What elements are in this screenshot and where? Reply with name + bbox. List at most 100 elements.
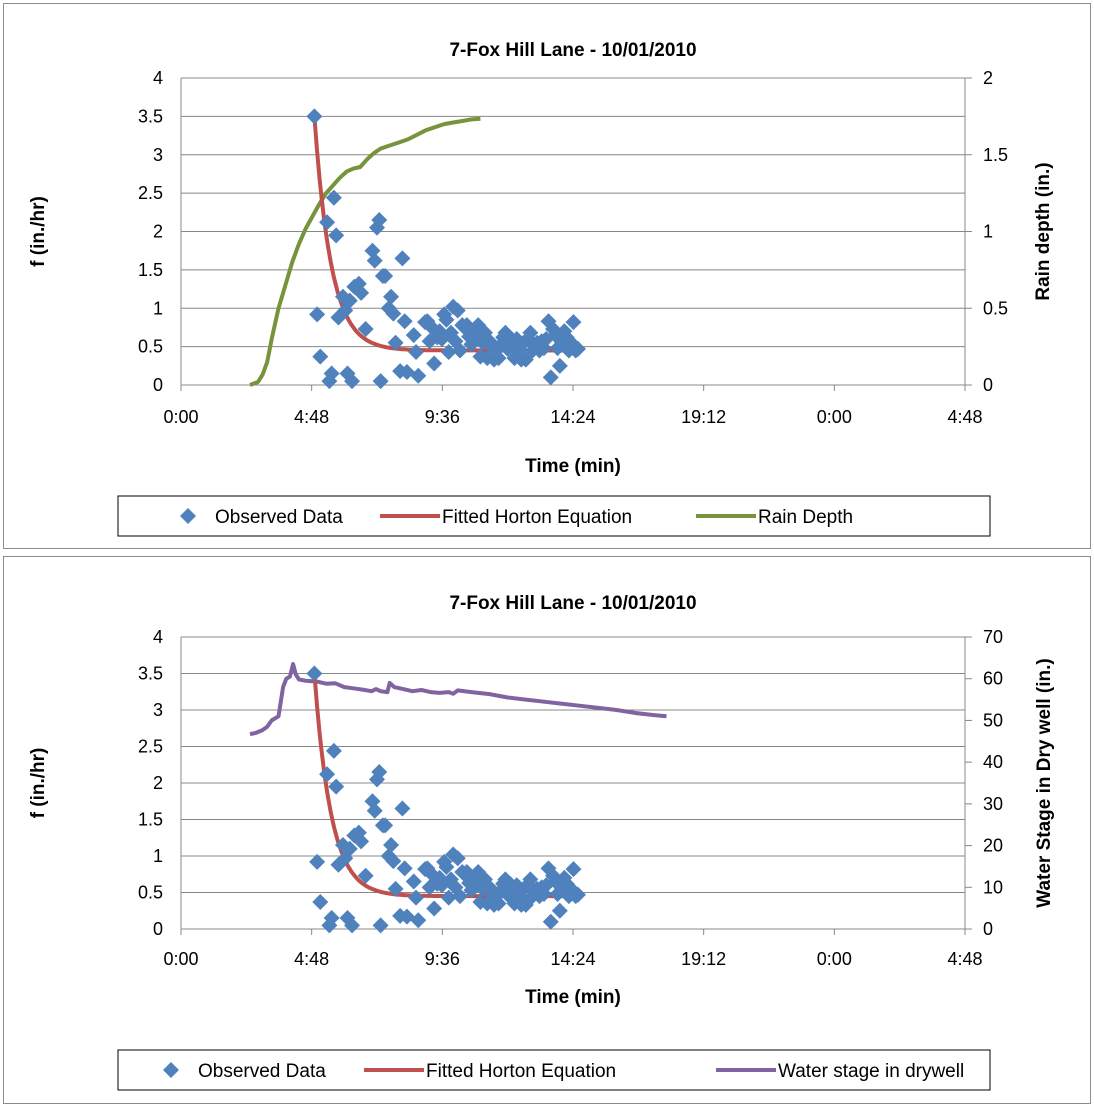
series-line-water-stage xyxy=(249,662,667,737)
observed-data-point xyxy=(321,917,338,934)
observed-data-point xyxy=(426,355,443,372)
observed-data-point xyxy=(371,764,388,781)
y-right-tick-label: 0 xyxy=(983,919,993,939)
x-tick-label: 9:36 xyxy=(425,949,460,969)
observed-data-point xyxy=(312,348,329,365)
y-right-tick-label: 0.5 xyxy=(983,298,1008,318)
observed-data-point xyxy=(377,268,394,285)
series-line-rain-depth xyxy=(249,116,481,387)
observed-data-point xyxy=(357,867,374,884)
x-tick-label: 19:12 xyxy=(681,949,726,969)
y-left-tick-label: 3.5 xyxy=(138,664,163,684)
observed-data-point xyxy=(408,343,425,360)
y-left-tick-label: 1.5 xyxy=(138,260,163,280)
legend-box xyxy=(117,1049,991,1091)
observed-data-point xyxy=(344,373,361,390)
x-tick-label: 4:48 xyxy=(294,949,329,969)
observed-data-point xyxy=(385,853,402,870)
observed-data-point xyxy=(341,840,358,857)
y-right-tick-label: 1 xyxy=(983,222,993,242)
observed-data-point xyxy=(410,912,427,929)
y-right-axis-label: Rain depth (in.) xyxy=(1033,162,1054,300)
observed-data-point xyxy=(426,900,443,917)
y-left-tick-label: 4 xyxy=(153,627,163,647)
legend-label-horton: Fitted Horton Equation xyxy=(442,507,632,528)
observed-data-point xyxy=(490,895,507,912)
legend-label-observed: Observed Data xyxy=(215,507,343,528)
observed-data-point xyxy=(569,886,586,903)
observed-data-point xyxy=(405,873,422,890)
observed-data-point xyxy=(410,367,427,384)
observed-data-point xyxy=(369,771,385,788)
observed-data-point xyxy=(522,324,539,341)
observed-data-point xyxy=(431,869,448,886)
observed-data-point xyxy=(328,778,345,795)
observed-data-point xyxy=(515,880,532,897)
observed-data-point xyxy=(323,365,340,382)
y-left-tick-label: 3 xyxy=(153,700,163,720)
legend-marker-observed xyxy=(163,1062,179,1078)
observed-data-point xyxy=(396,860,413,877)
observed-data-point xyxy=(309,306,326,323)
observed-data-point xyxy=(497,871,514,888)
chart-rain-depth: 0 0.5 1 1.5 2 2.5 3 3.5 4 0 0.5 1 1.5 2 0:00 4:48 9:36 14… xyxy=(3,3,1091,549)
y-left-tick-label: 1 xyxy=(153,846,163,866)
observed-data-point xyxy=(440,889,457,906)
observed-data-point xyxy=(366,252,383,269)
observed-data-point xyxy=(357,320,374,337)
observed-data-point xyxy=(319,766,336,783)
y-right-tick-label: 40 xyxy=(983,752,1003,772)
y-right-tick-label: 2 xyxy=(983,68,993,88)
y-left-tick-label: 0.5 xyxy=(138,883,163,903)
observed-data-point xyxy=(387,334,404,351)
observed-data-point xyxy=(341,292,358,309)
x-tick-label: 4:48 xyxy=(947,949,982,969)
observed-data-point xyxy=(309,853,326,870)
observed-data-point xyxy=(542,369,559,386)
observed-data-point xyxy=(540,860,557,877)
x-tick-label: 19:12 xyxy=(681,407,726,427)
observed-data-point xyxy=(535,885,552,902)
observed-data-point xyxy=(438,311,455,328)
observed-data-point xyxy=(372,373,389,390)
observed-data-point xyxy=(551,357,568,374)
observed-data-point xyxy=(394,250,411,267)
x-tick-label: 4:48 xyxy=(294,407,329,427)
x-tick-label: 14:24 xyxy=(550,949,595,969)
observed-data-point xyxy=(445,846,462,863)
observed-data-point xyxy=(569,340,586,357)
y-right-tick-label: 50 xyxy=(983,710,1003,730)
y-left-tick-label: 2 xyxy=(153,773,163,793)
y-left-tick-label: 4 xyxy=(153,68,163,88)
y-left-tick-label: 3.5 xyxy=(138,106,163,126)
observed-data-point xyxy=(325,189,342,206)
y-left-tick-label: 3 xyxy=(153,145,163,165)
legend-label-secondary: Water stage in drywell xyxy=(778,1061,964,1082)
observed-data-point xyxy=(344,917,361,934)
chart-water-stage: 0 0.5 1 1.5 2 2.5 3 3.5 4 0 10 20 30 40 50 60 70 0:00 4:48… xyxy=(3,556,1091,1104)
observed-data-point xyxy=(440,343,457,360)
y-right-tick-label: 0 xyxy=(983,375,993,395)
observed-data-point xyxy=(312,893,329,910)
observed-data-point xyxy=(438,858,455,875)
x-tick-label: 0:00 xyxy=(817,949,852,969)
legend-marker-observed xyxy=(180,508,196,524)
observed-data-point xyxy=(306,665,323,682)
observed-data-point xyxy=(551,902,568,919)
observed-data-point xyxy=(517,351,534,368)
observed-data-point xyxy=(383,288,400,305)
observed-data-point xyxy=(396,313,413,330)
observed-data-point xyxy=(325,742,342,759)
observed-data-point xyxy=(353,284,370,301)
observed-data-point xyxy=(385,305,402,322)
x-tick-label: 4:48 xyxy=(947,407,982,427)
observed-data-point xyxy=(490,350,507,367)
observed-data-point xyxy=(449,302,466,319)
x-tick-label: 0:00 xyxy=(817,407,852,427)
observed-data-point xyxy=(542,913,559,930)
observed-data-point xyxy=(387,880,404,897)
x-axis-label: Time (min) xyxy=(525,987,621,1008)
observed-data-point xyxy=(323,910,340,927)
x-tick-label: 0:00 xyxy=(163,407,198,427)
y-right-tick-label: 10 xyxy=(983,877,1003,897)
